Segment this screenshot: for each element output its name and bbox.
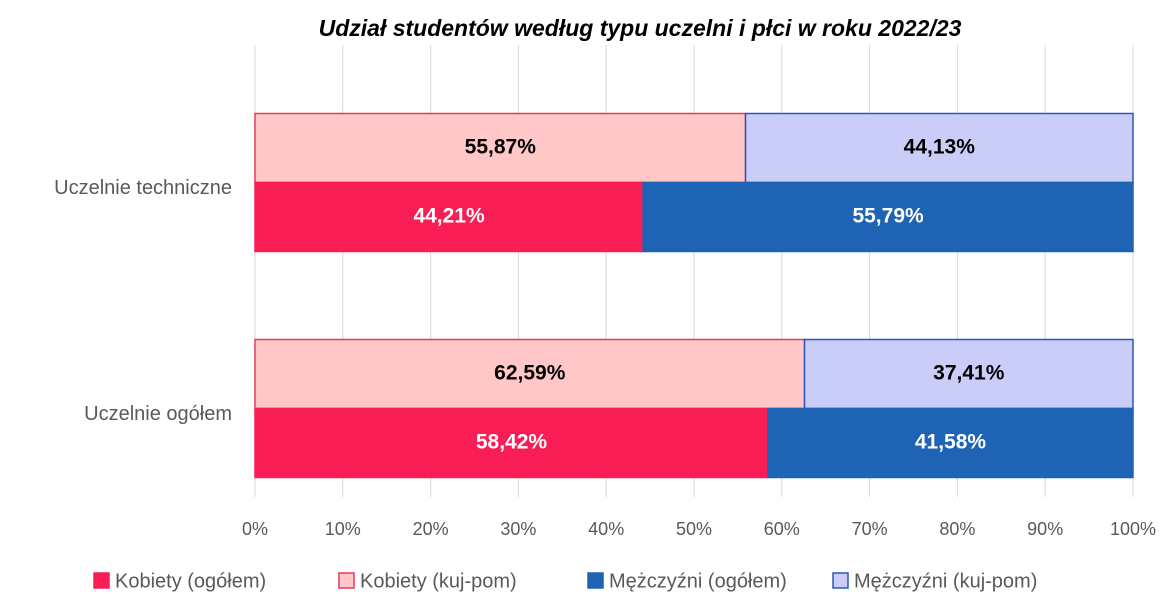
value-label: 55,79% bbox=[852, 205, 924, 228]
bar-segment bbox=[254, 407, 769, 479]
value-label: 44,13% bbox=[904, 136, 976, 159]
legend-label: Kobiety (kuj-pom) bbox=[360, 570, 517, 592]
value-label: 41,58% bbox=[915, 431, 987, 454]
legend-label: Mężczyźni (kuj-pom) bbox=[854, 570, 1037, 592]
bar-segment bbox=[254, 181, 644, 253]
legend-swatch bbox=[587, 572, 604, 589]
chart-title: Udział studentów według typu uczelni i p… bbox=[319, 15, 962, 41]
y-tick-label: Uczelnie techniczne bbox=[54, 177, 232, 199]
bar-segment bbox=[803, 338, 1134, 410]
value-label: 62,59% bbox=[494, 362, 566, 385]
legend-label: Kobiety (ogółem) bbox=[115, 570, 266, 592]
value-label: 55,87% bbox=[465, 136, 537, 159]
x-tick-label: 80% bbox=[939, 519, 975, 539]
bar-segment bbox=[744, 112, 1134, 184]
bar-segment bbox=[254, 338, 806, 410]
value-label: 44,21% bbox=[413, 205, 485, 228]
legend-swatch bbox=[338, 572, 355, 589]
x-tick-label: 20% bbox=[413, 519, 449, 539]
x-tick-label: 70% bbox=[852, 519, 888, 539]
x-tick-label: 60% bbox=[764, 519, 800, 539]
bar-segment bbox=[767, 407, 1134, 479]
x-tick-label: 0% bbox=[242, 519, 268, 539]
x-tick-label: 90% bbox=[1027, 519, 1063, 539]
x-tick-label: 40% bbox=[588, 519, 624, 539]
x-tick-label: 30% bbox=[500, 519, 536, 539]
x-tick-label: 10% bbox=[325, 519, 361, 539]
bar-segment bbox=[642, 181, 1134, 253]
value-label: 58,42% bbox=[476, 431, 548, 454]
x-tick-label: 50% bbox=[676, 519, 712, 539]
y-tick-label: Uczelnie ogółem bbox=[84, 403, 232, 425]
legend-swatch bbox=[832, 572, 849, 589]
value-label: 37,41% bbox=[933, 362, 1005, 385]
legend-swatch bbox=[93, 572, 110, 589]
bar-segment bbox=[254, 112, 747, 184]
legend-label: Mężczyźni (ogółem) bbox=[609, 570, 787, 592]
x-tick-label: 100% bbox=[1110, 519, 1156, 539]
